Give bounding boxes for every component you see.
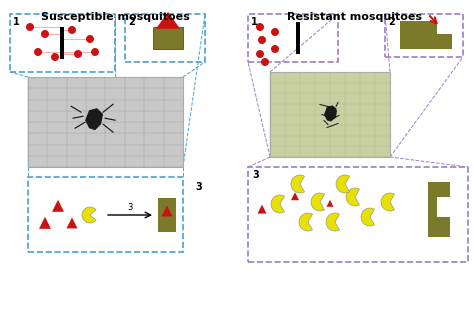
Bar [60, 27, 64, 59]
Bar [437, 197, 451, 217]
Circle shape [68, 26, 76, 34]
Circle shape [26, 23, 34, 31]
Bar [400, 21, 452, 49]
Text: 1: 1 [13, 17, 20, 27]
Wedge shape [346, 188, 359, 206]
Bar [125, 14, 205, 62]
Polygon shape [162, 205, 173, 217]
Bar [158, 198, 176, 232]
Bar [28, 77, 183, 167]
Polygon shape [85, 108, 103, 130]
Circle shape [74, 50, 82, 58]
Text: 2: 2 [388, 17, 395, 27]
Circle shape [271, 45, 279, 53]
Circle shape [34, 48, 42, 56]
Wedge shape [326, 213, 339, 231]
Circle shape [271, 28, 279, 36]
Circle shape [258, 36, 266, 44]
Wedge shape [311, 193, 325, 211]
Polygon shape [156, 12, 180, 29]
Bar [248, 167, 468, 262]
Bar [153, 27, 183, 49]
Polygon shape [52, 200, 64, 212]
Bar [28, 177, 183, 252]
Wedge shape [336, 175, 349, 193]
Text: 3: 3 [252, 170, 259, 180]
Circle shape [51, 53, 59, 61]
Circle shape [256, 50, 264, 58]
Polygon shape [39, 217, 51, 229]
Polygon shape [327, 200, 334, 207]
Bar [385, 14, 463, 57]
Text: 2: 2 [128, 17, 135, 27]
Wedge shape [361, 208, 374, 226]
Wedge shape [291, 175, 304, 193]
Text: Resistant mosquitoes: Resistant mosquitoes [288, 12, 422, 22]
Polygon shape [324, 105, 337, 121]
Polygon shape [66, 217, 78, 228]
Bar [437, 20, 453, 34]
Bar [270, 72, 390, 157]
Circle shape [41, 30, 49, 38]
Circle shape [261, 58, 269, 66]
Bar [296, 22, 300, 54]
Wedge shape [381, 193, 394, 211]
Text: 3: 3 [195, 182, 202, 192]
Polygon shape [257, 205, 266, 214]
Wedge shape [271, 195, 284, 213]
Wedge shape [299, 213, 312, 231]
Bar [428, 182, 450, 237]
Circle shape [86, 35, 94, 43]
Circle shape [91, 48, 99, 56]
Circle shape [256, 23, 264, 31]
Polygon shape [291, 192, 299, 200]
Text: Susceptible mosquitoes: Susceptible mosquitoes [41, 12, 190, 22]
Text: 3: 3 [128, 203, 133, 212]
Wedge shape [82, 207, 96, 223]
Bar [10, 14, 115, 72]
Bar [248, 14, 338, 62]
Text: 1: 1 [251, 17, 258, 27]
